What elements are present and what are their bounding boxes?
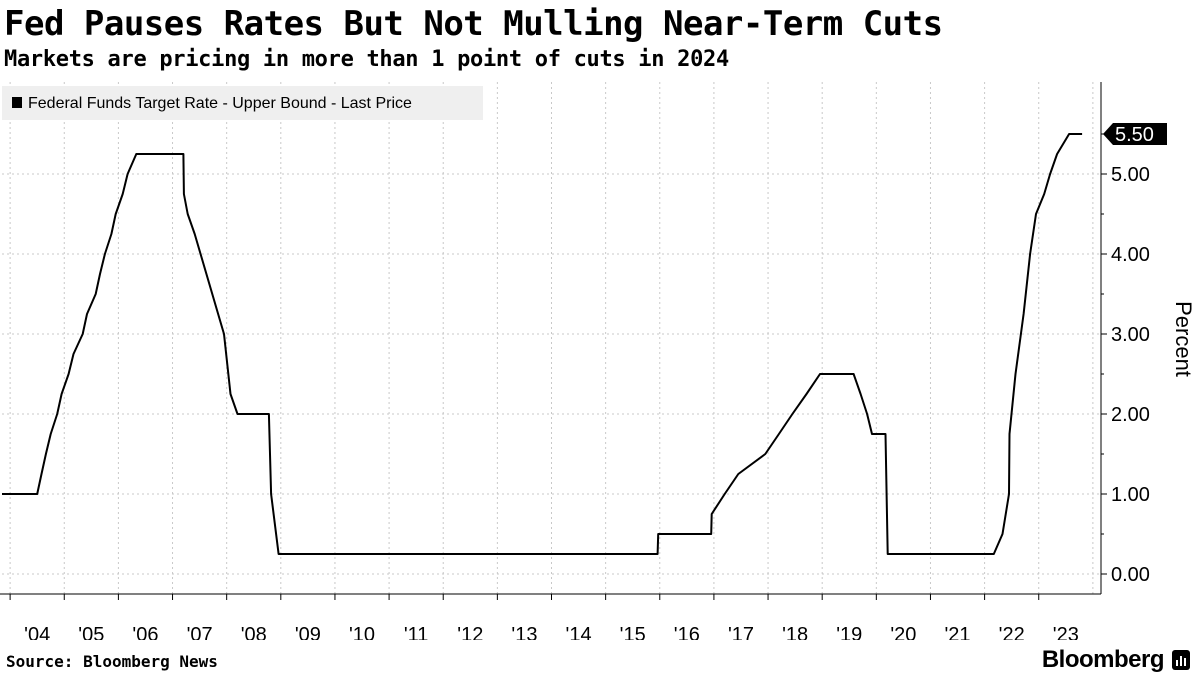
x-tick-label: '16	[674, 624, 700, 640]
x-tick-label: '20	[890, 624, 916, 640]
x-tick-label: '10	[349, 624, 375, 640]
x-tick-label: '18	[782, 624, 808, 640]
bloomberg-mark-icon	[1172, 650, 1190, 670]
gridlines	[2, 82, 1101, 594]
x-tick-label: '19	[836, 624, 862, 640]
x-tick-label: '07	[187, 624, 213, 640]
axes	[0, 82, 1107, 600]
x-tick-label: '15	[620, 624, 646, 640]
y-tick-label: 4.00	[1111, 244, 1150, 266]
x-tick-label: '11	[404, 624, 429, 640]
x-tick-label: '22	[999, 624, 1025, 640]
y-tick-label: 5.00	[1111, 164, 1150, 186]
y-tick-label: 0.00	[1111, 564, 1150, 586]
x-tick-label: '12	[457, 624, 483, 640]
x-tick-label: '14	[566, 624, 592, 640]
chart-subtitle: Markets are pricing in more than 1 point…	[4, 47, 729, 72]
x-tick-label: '06	[132, 624, 158, 640]
y-tick-label: 1.00	[1111, 484, 1150, 506]
rate-line	[2, 133, 1083, 555]
x-tick-label: '09	[295, 624, 321, 640]
last-value-tag	[1103, 123, 1167, 145]
x-tick-label: '05	[78, 624, 104, 640]
legend-box	[2, 86, 483, 120]
y-tick-label: 3.00	[1111, 324, 1150, 346]
legend-swatch	[12, 97, 22, 108]
x-tick-label: '13	[511, 624, 537, 640]
y-axis-label: Percent	[1171, 301, 1196, 377]
x-tick-label: '17	[728, 624, 754, 640]
bloomberg-logo: Bloomberg	[1041, 646, 1165, 673]
x-tick-label: '21	[944, 624, 970, 640]
rate-chart: Federal Funds Target Rate - Upper Bound …	[0, 82, 1196, 640]
legend-label: Federal Funds Target Rate - Upper Bound …	[28, 95, 412, 112]
chart-title: Fed Pauses Rates But Not Mulling Near-Te…	[4, 4, 943, 44]
x-tick-label: '08	[241, 624, 267, 640]
last-value-label: 5.50	[1115, 124, 1154, 146]
x-tick-label: '23	[1053, 624, 1079, 640]
series-line	[2, 133, 1083, 555]
x-tick-label: '04	[24, 624, 50, 640]
y-tick-label: 2.00	[1111, 404, 1150, 426]
tick-labels: 0.00 1.00 2.00 3.00 4.00 5.00 '04 '05 '06 '07 '08 '…	[24, 123, 1167, 640]
source-note: Source: Bloomberg News	[6, 652, 218, 671]
